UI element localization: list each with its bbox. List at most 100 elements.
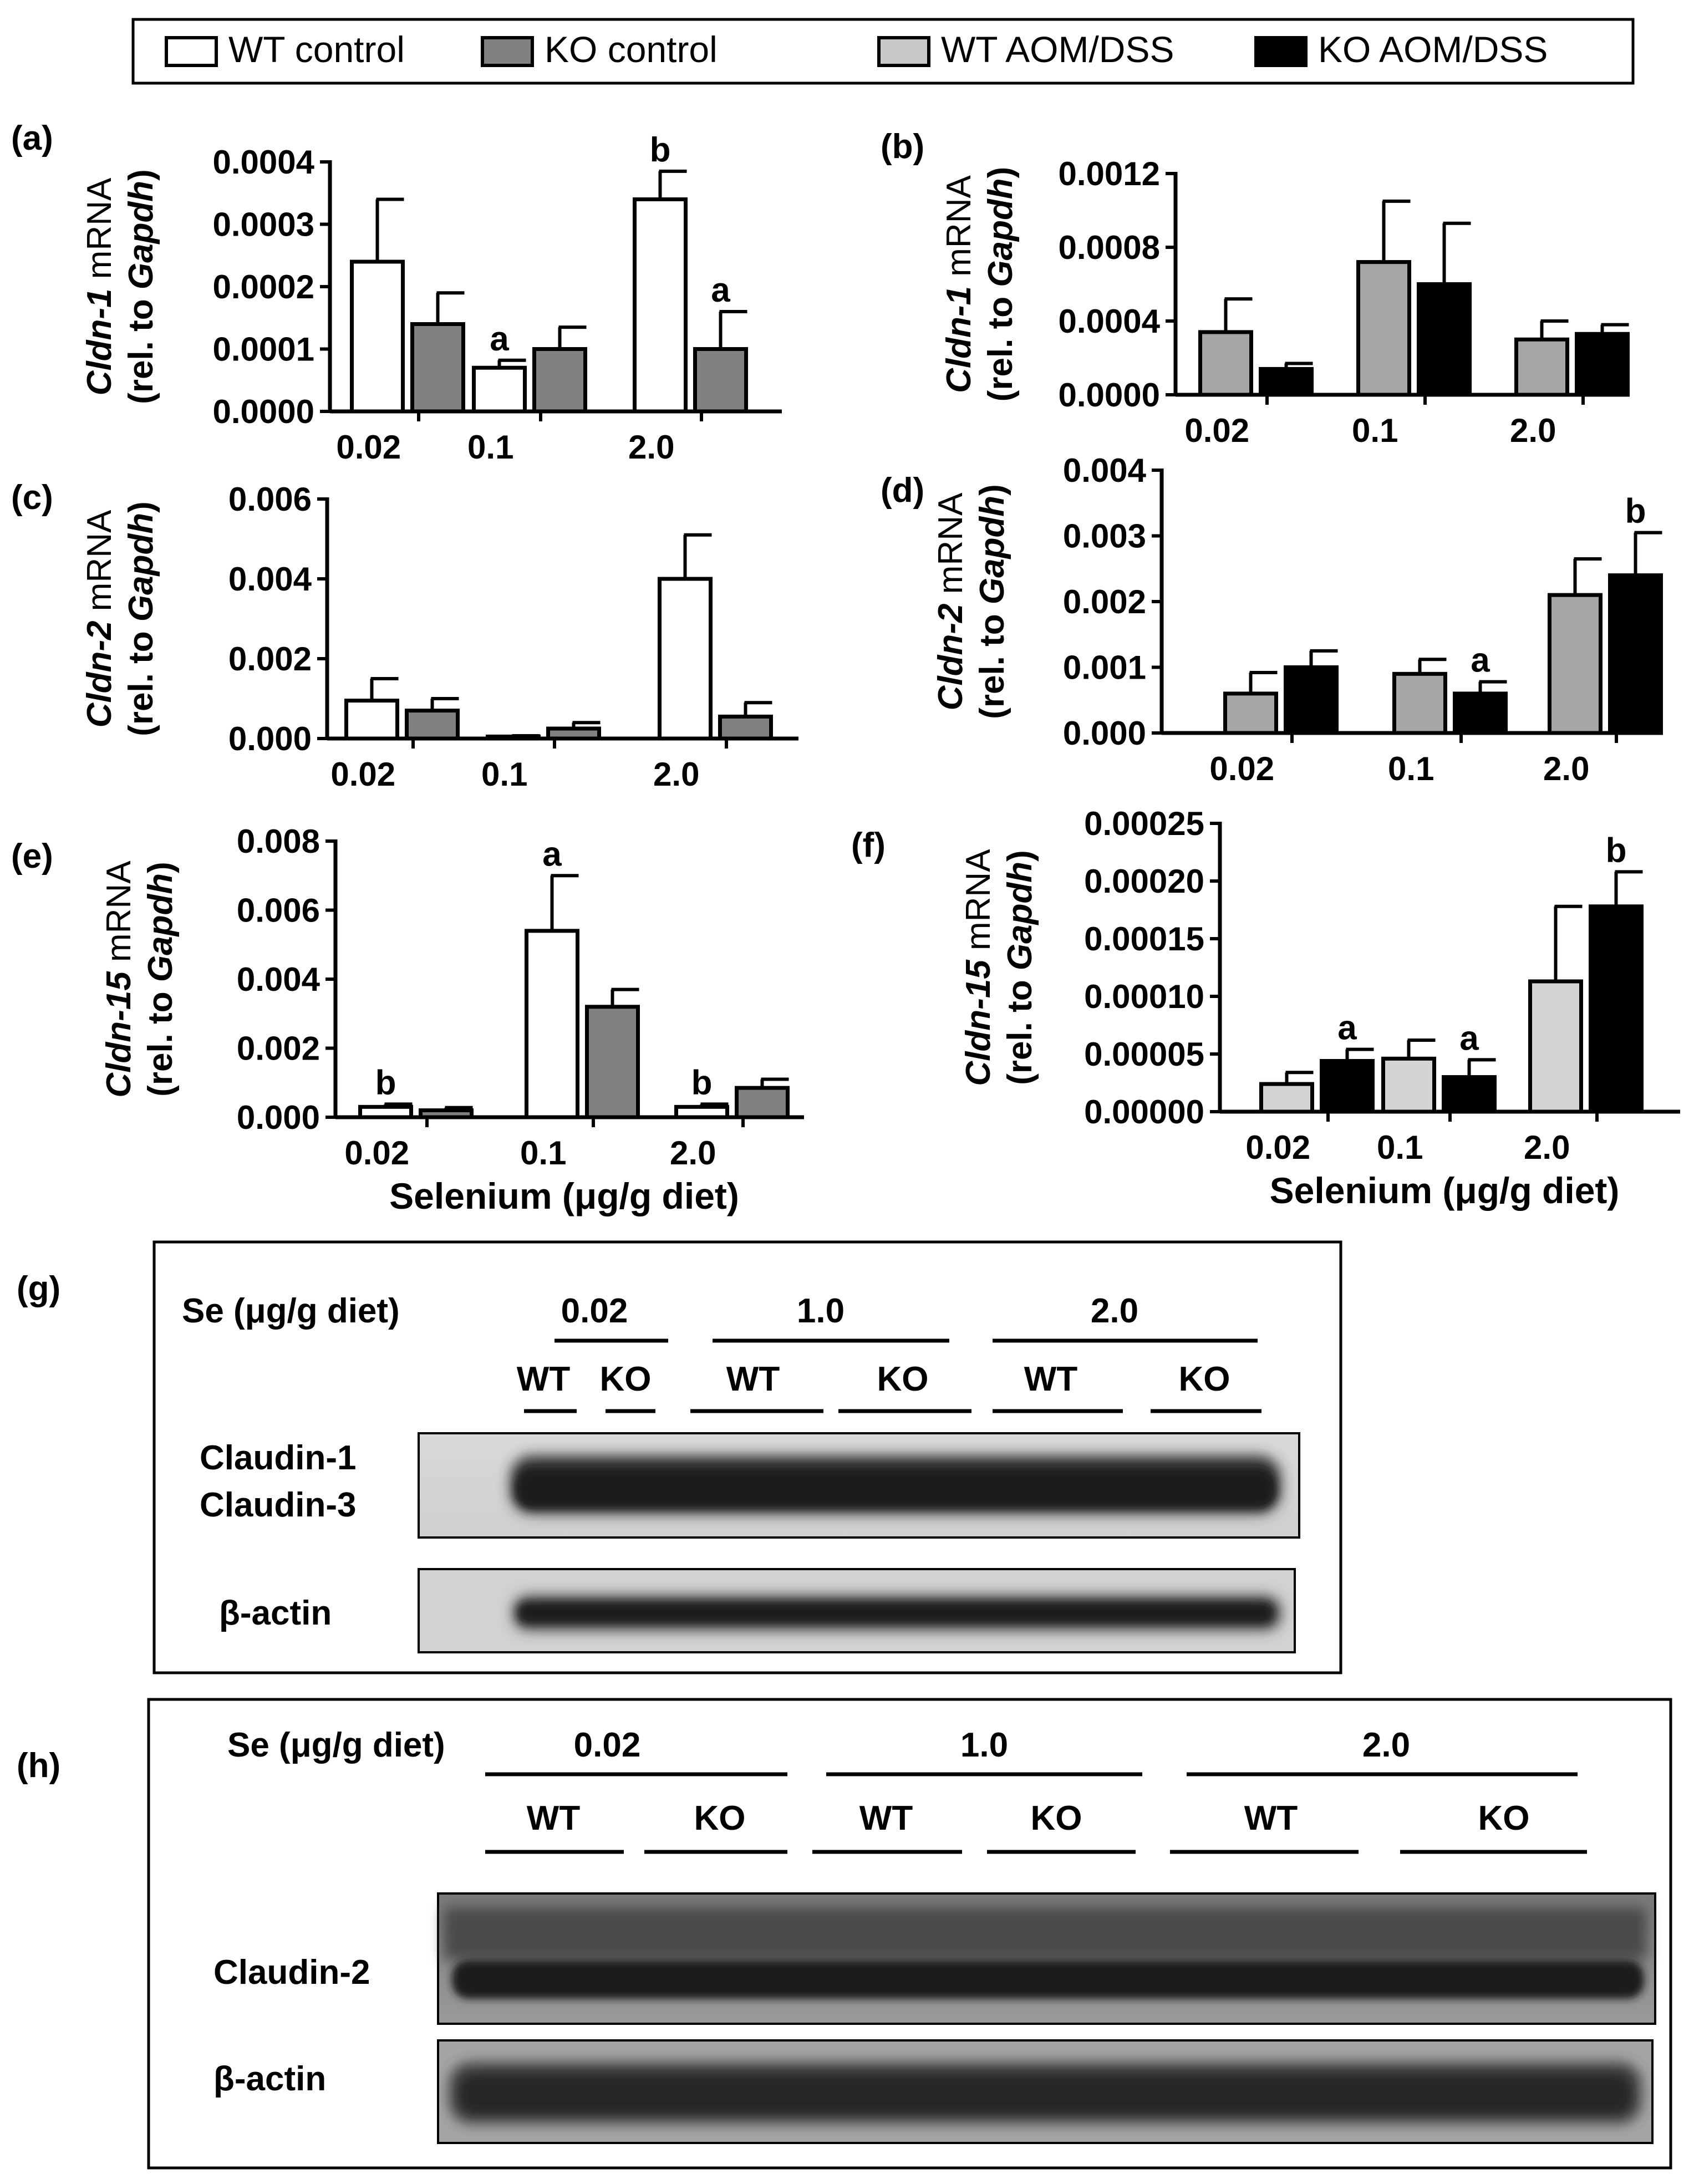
y-axis-label-line1-2: Cldn-2 mRNA: [80, 510, 119, 727]
x-tick-label-1-0: 0.02: [1184, 412, 1249, 449]
legend-label-ko-control: KO control: [545, 29, 718, 70]
y-tick-label-0-2: 0.0002: [212, 268, 314, 306]
bar-0-0-0: [350, 259, 405, 414]
y-axis-label2-gene-2: Gapdh: [122, 513, 160, 622]
y-axis-label2-prefix-2: (rel. to: [122, 622, 160, 736]
y-axis-label-gene-2: Cldn-2: [80, 620, 119, 727]
bar-4-0-1: [525, 929, 579, 1119]
y-axis-label-suffix-1: mRNA: [940, 175, 978, 286]
blot-g-band1-image: [418, 1432, 1300, 1539]
y-tick-label-3-3: 0.003: [1063, 518, 1146, 555]
blot-g-dose-0: 0.02: [561, 1292, 628, 1330]
y-axis-label2-prefix-5: (rel. to: [1001, 970, 1039, 1085]
y-axis-label2-gene-3: Gapdh: [973, 496, 1011, 604]
y-axis-label-gene-4: Cldn-15: [100, 971, 138, 1098]
bar-4-1-2: [735, 1086, 790, 1119]
bar-1-1-0: [1259, 366, 1314, 397]
chart-panel-5: (f) 0.00000 0.00005 0.00010 0.00015 0.00020 0.…: [851, 805, 1680, 1211]
blot-h-band1-upper-smear: [444, 1907, 1647, 1960]
blot-g-band1-label-0: Claudin-1: [200, 1439, 356, 1477]
y-axis-label2-suffix-1: ): [981, 167, 1020, 179]
blot-h-genotype-0: WT: [527, 1799, 581, 1837]
panel-label-h: (h): [17, 1747, 60, 1785]
blot-g-genotype-5: KO: [1179, 1360, 1230, 1398]
y-axis-label2-suffix-5: ): [1001, 850, 1039, 862]
significance-letter-5-1-1: a: [1459, 1019, 1479, 1057]
y-axis-label-suffix-5: mRNA: [959, 849, 998, 960]
y-axis-label-line2-3: (rel. to Gapdh): [973, 484, 1011, 719]
y-axis-label2-gene-4: Gapdh: [141, 873, 180, 982]
blot-g-genotype-3: KO: [877, 1360, 929, 1398]
bar-2-0-1: [486, 734, 541, 741]
bar-2-0-2: [658, 577, 713, 741]
y-axis-label2-gene-5: Gapdh: [1001, 862, 1039, 970]
blot-panel-g: (g) Se (μg/g diet) 0.02 1.0 2.0 WT KO WT…: [17, 1240, 1342, 1674]
x-tick-label-0-1: 0.1: [467, 429, 513, 466]
x-axis-label-5: Selenium (μg/g diet): [1270, 1170, 1620, 1211]
bar-1-0-2: [1514, 337, 1569, 397]
x-tick-label-4-2: 2.0: [670, 1134, 716, 1172]
y-tick-label-0-3: 0.0003: [212, 206, 314, 243]
bar-5-0-0: [1259, 1082, 1314, 1114]
x-tick-label-4-1: 0.1: [520, 1134, 566, 1172]
bar-3-0-0: [1223, 691, 1278, 735]
blot-h-genotype-2: WT: [859, 1799, 913, 1837]
blot-h-genotype-4: WT: [1244, 1799, 1298, 1837]
y-tick-label-2-3: 0.006: [228, 481, 312, 518]
y-axis-label-line1-1: Cldn-1 mRNA: [940, 175, 978, 393]
significance-letter-5-1-2: b: [1606, 831, 1627, 869]
blot-g-band2-core: [518, 1603, 1273, 1622]
y-tick-label-5-0: 0.00000: [1084, 1093, 1204, 1131]
y-axis-label-line1-5: Cldn-15 mRNA: [959, 849, 998, 1086]
blot-g-band1-label-1: Claudin-3: [200, 1486, 356, 1524]
bar-5-1-0: [1320, 1058, 1375, 1114]
y-axis-label-suffix-2: mRNA: [80, 510, 119, 620]
y-tick-label-4-2: 0.004: [237, 961, 321, 998]
significance-letter-3-1-2: b: [1625, 492, 1646, 531]
bar-3-1-1: [1453, 691, 1508, 735]
blot-h-dose-1: 1.0: [960, 1726, 1008, 1764]
significance-letter-0-0-2: b: [650, 131, 671, 169]
blot-g-band2-label: β-actin: [219, 1594, 332, 1632]
y-axis-label2-suffix-3: ): [973, 484, 1011, 496]
bar-0-0-1: [472, 365, 527, 414]
bar-3-1-0: [1284, 665, 1339, 735]
significance-letter-5-1-0: a: [1337, 1009, 1357, 1047]
bar-5-1-1: [1442, 1075, 1497, 1114]
y-tick-label-5-3: 0.00015: [1084, 920, 1204, 958]
y-axis-label-gene-1: Cldn-1: [940, 286, 978, 393]
y-axis-label-line2-2: (rel. to Gapdh): [122, 501, 160, 736]
legend-label-wt-aomdss: WT AOM/DSS: [941, 29, 1174, 70]
blot-g-frame: [152, 1240, 1342, 1674]
bar-3-0-1: [1392, 671, 1447, 735]
x-tick-label-3-1: 0.1: [1388, 750, 1434, 787]
legend: WT control KO control WT AOM/DSS KO AOM/…: [131, 18, 1635, 85]
y-tick-label-5-4: 0.00020: [1084, 863, 1204, 900]
y-tick-label-0-4: 0.0004: [212, 144, 314, 181]
bar-3-1-2: [1608, 573, 1663, 735]
y-tick-label-5-2: 0.00010: [1084, 978, 1204, 1015]
bar-0-1-1: [532, 347, 587, 414]
blot-panel-h: (h) Se (μg/g diet) 0.02 1.0 2.0 WT KO WT…: [17, 1698, 1672, 2170]
x-tick-label-0-2: 2.0: [628, 429, 674, 466]
blot-h-genotype-5: KO: [1478, 1799, 1530, 1837]
blot-h-band2-core: [460, 2076, 1630, 2112]
y-axis-label-line2-1: (rel. to Gapdh): [981, 167, 1020, 402]
blot-h-band1-image: [437, 1892, 1656, 2025]
y-axis-label-line1-0: Cldn-1 mRNA: [80, 177, 119, 395]
bar-4-1-1: [585, 1005, 640, 1119]
y-axis-label2-suffix-2: ): [122, 501, 160, 513]
blot-g-band2-image: [418, 1568, 1296, 1653]
blot-h-se-label: Se (μg/g diet): [227, 1726, 445, 1764]
y-axis-label-line2-5: (rel. to Gapdh): [1001, 850, 1039, 1085]
chart-panel-3: (d) 0.000 0.001 0.002 0.003 0.004 0.02 0.1 2.0 a b…: [881, 452, 1663, 787]
y-axis-label2-gene-0: Gapdh: [122, 181, 160, 289]
y-axis-label-suffix-0: mRNA: [80, 177, 119, 288]
chart-panel-0: (a) 0.0000 0.0001 0.0002 0.0003 0.0004 0.02 0.1…: [11, 119, 782, 466]
blot-h-band2-image: [437, 2039, 1654, 2144]
panel-label-g: (g): [17, 1270, 60, 1308]
y-tick-label-4-0: 0.000: [237, 1099, 320, 1136]
y-tick-label-2-2: 0.004: [228, 561, 312, 598]
blot-g-genotype-0: WT: [517, 1360, 571, 1398]
legend-swatch-ko-aomdss: [1254, 36, 1308, 67]
